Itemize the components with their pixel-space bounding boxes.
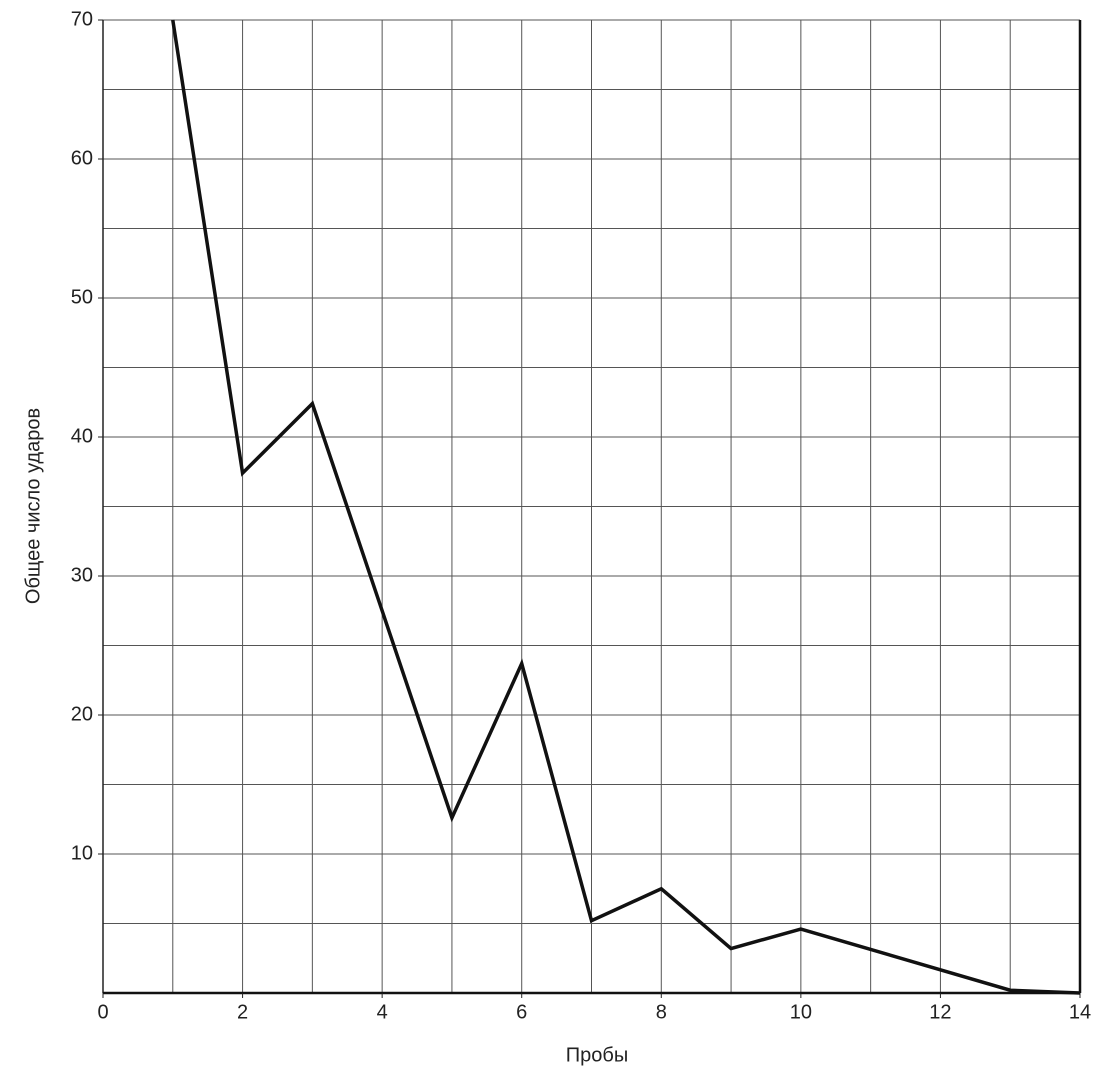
x-tick-label: 12: [929, 1001, 951, 1023]
y-tick-label: 30: [71, 564, 93, 586]
y-tick-label: 70: [71, 8, 93, 30]
x-tick-label: 10: [790, 1001, 812, 1023]
x-tick-label: 6: [516, 1001, 527, 1023]
y-tick-label: 40: [71, 425, 93, 447]
y-tick-label: 60: [71, 147, 93, 169]
y-axis-label: Общее число ударов: [22, 408, 44, 604]
y-tick-label: 20: [71, 703, 93, 725]
x-tick-label: 2: [237, 1001, 248, 1023]
x-tick-label: 8: [656, 1001, 667, 1023]
y-tick-label: 50: [71, 286, 93, 308]
x-tick-label: 14: [1069, 1001, 1091, 1023]
x-axis-label: Пробы: [566, 1044, 628, 1066]
x-tick-label: 4: [377, 1001, 388, 1023]
data-line: [171, 19, 1081, 995]
y-tick-label: 10: [71, 842, 93, 864]
x-tick-label: 0: [97, 1001, 108, 1023]
